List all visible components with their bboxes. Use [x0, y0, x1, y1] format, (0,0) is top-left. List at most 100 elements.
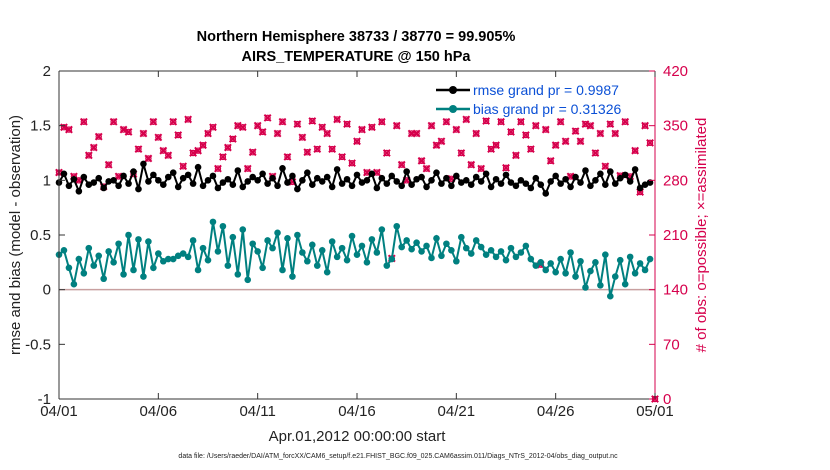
rmse-point: [160, 181, 167, 189]
bias-point: [179, 250, 187, 257]
rmse-point: [631, 166, 639, 173]
bias-point: [155, 250, 162, 257]
rmse-point: [592, 177, 599, 184]
x-tick-label: 04/26: [537, 403, 575, 420]
bias-point: [532, 262, 540, 269]
obs-marker-ring: [532, 122, 540, 129]
rmse-point: [572, 173, 579, 181]
bias-point: [626, 253, 634, 261]
obs-marker: [169, 117, 178, 126]
obs-marker: [442, 117, 451, 126]
rmse-point: [542, 190, 550, 197]
obs-marker-ring: [418, 157, 425, 165]
bias-point: [214, 248, 222, 255]
bias-point: [194, 266, 202, 274]
legend-rmse-marker: [449, 86, 457, 94]
obs-marker: [218, 152, 227, 161]
obs-marker: [283, 152, 292, 161]
bias-point: [462, 244, 470, 252]
rmse-point: [115, 182, 122, 190]
obs-marker: [199, 141, 207, 150]
rmse-point: [453, 172, 460, 180]
obs-marker: [94, 132, 103, 141]
obs-marker: [343, 120, 351, 129]
bias-point: [517, 249, 525, 256]
rmse-point: [130, 168, 137, 175]
bias-point: [537, 259, 545, 266]
rmse-point: [80, 173, 88, 181]
bias-point: [467, 250, 475, 257]
obs-marker: [382, 149, 391, 157]
rmse-point: [214, 184, 222, 192]
obs-marker-ring: [80, 118, 88, 125]
obs-marker: [174, 131, 183, 139]
obs-marker: [318, 123, 327, 132]
bias-point: [368, 236, 376, 243]
obs-marker-ring: [547, 157, 554, 165]
bias-point: [428, 254, 435, 262]
rmse-point: [641, 181, 649, 189]
x-tick-label: 04/01: [40, 403, 78, 420]
rmse-point: [512, 182, 520, 190]
bias-point: [363, 259, 371, 266]
obs-marker: [417, 156, 426, 165]
legend-bias-label: bias grand pr = 0.31326: [473, 101, 621, 117]
obs-marker: [84, 151, 93, 160]
obs-marker: [507, 128, 515, 136]
obs-marker-ring: [423, 165, 430, 172]
obs-marker-ring: [487, 145, 495, 153]
rmse-point: [274, 182, 281, 190]
obs-marker-ring: [577, 138, 584, 145]
rmse-point: [646, 179, 654, 186]
obs-marker: [228, 135, 237, 143]
obs-marker: [437, 137, 446, 146]
rmse-point: [110, 177, 117, 184]
obs-marker: [606, 120, 615, 129]
bias-point: [388, 255, 396, 263]
obs-marker-ring: [597, 130, 604, 137]
bias-point: [284, 234, 291, 242]
obs-marker-ring: [284, 153, 291, 161]
obs-marker: [323, 129, 332, 138]
bias-point: [110, 259, 117, 266]
obs-marker: [65, 125, 73, 134]
bias-point: [592, 259, 599, 266]
obs-marker: [526, 145, 535, 154]
obs-marker: [139, 129, 148, 138]
rmse-point: [487, 183, 495, 191]
y-tick-label: 2: [43, 63, 51, 80]
bias-point: [398, 243, 406, 251]
bias-point: [309, 241, 316, 249]
obs-marker-ring: [468, 161, 475, 168]
bias-point: [244, 276, 252, 284]
obs-marker-ring: [517, 118, 525, 125]
y-right-tick-label: 350: [663, 118, 688, 135]
obs-marker: [611, 129, 620, 138]
obs-marker-ring: [622, 118, 629, 125]
obs-marker-ring: [239, 124, 246, 131]
rmse-point: [249, 173, 256, 181]
obs-marker-ring: [90, 144, 97, 151]
bias-point: [219, 222, 227, 230]
rmse-point: [284, 179, 291, 186]
bias-point: [100, 275, 107, 283]
bias-point: [408, 245, 415, 253]
rmse-point: [279, 165, 286, 172]
obs-marker: [621, 117, 630, 126]
obs-marker-ring: [309, 117, 316, 125]
bias-point: [527, 255, 535, 263]
obs-marker: [273, 129, 282, 138]
bias-point: [577, 257, 584, 265]
obs-marker-ring: [443, 118, 450, 125]
rmse-point: [318, 178, 326, 185]
obs-marker-ring: [155, 134, 162, 141]
obs-marker: [238, 123, 247, 132]
bias-point: [393, 222, 401, 230]
y-right-tick-label: 280: [663, 172, 688, 189]
bias-point: [438, 252, 445, 260]
bias-point: [184, 253, 192, 261]
obs-marker-ring: [428, 122, 435, 129]
y-right-tick-label: 70: [663, 336, 680, 353]
bias-point: [448, 247, 455, 254]
